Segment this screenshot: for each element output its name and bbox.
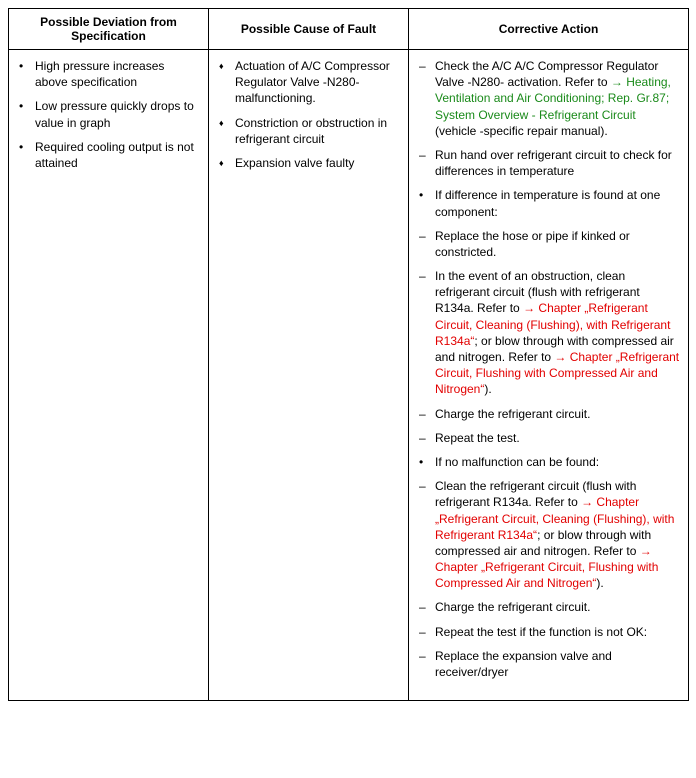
table-row: High pressure increases above specificat… [9, 50, 689, 701]
list-item: Replace the hose or pipe if kinked or co… [417, 228, 680, 260]
text-segment: If difference in temperature is found at… [435, 188, 660, 218]
list-item: Clean the refrigerant circuit (flush wit… [417, 478, 680, 591]
text-segment: (vehicle -specific repair manual). [435, 124, 608, 138]
list-item: Actuation of A/C Compressor Regulator Va… [217, 58, 400, 107]
cause-list: Actuation of A/C Compressor Regulator Va… [217, 58, 400, 171]
text-segment: Run hand over refrigerant circuit to che… [435, 148, 672, 178]
table-header-row: Possible Deviation from Specification Po… [9, 9, 689, 50]
list-item: Charge the refrigerant circuit. [417, 406, 680, 422]
text-segment: ). [596, 576, 603, 590]
text-segment: Repeat the test. [435, 431, 520, 445]
list-item: Check the A/C A/C Compressor Regulator V… [417, 58, 680, 139]
text-segment: Repeat the test if the function is not O… [435, 625, 647, 639]
list-item: Run hand over refrigerant circuit to che… [417, 147, 680, 179]
cell-action: Check the A/C A/C Compressor Regulator V… [409, 50, 689, 701]
col-header-action: Corrective Action [409, 9, 689, 50]
cell-cause: Actuation of A/C Compressor Regulator Va… [209, 50, 409, 701]
list-item: Constriction or obstruction in refrigera… [217, 115, 400, 147]
text-segment: ). [484, 382, 491, 396]
list-item: If no malfunction can be found: [417, 454, 680, 470]
list-item: Low pressure quickly drops to value in g… [17, 98, 200, 130]
list-item: Repeat the test. [417, 430, 680, 446]
troubleshooting-table: Possible Deviation from Specification Po… [8, 8, 689, 701]
list-item: If difference in temperature is found at… [417, 187, 680, 219]
list-item: Required cooling output is not attained [17, 139, 200, 171]
list-item: Repeat the test if the function is not O… [417, 624, 680, 640]
list-item: High pressure increases above specificat… [17, 58, 200, 90]
list-item: Replace the expansion valve and receiver… [417, 648, 680, 680]
text-segment: Replace the expansion valve and receiver… [435, 649, 612, 679]
list-item: Expansion valve faulty [217, 155, 400, 171]
text-segment: Charge the refrigerant circuit. [435, 600, 590, 614]
text-segment: Replace the hose or pipe if kinked or co… [435, 229, 630, 259]
col-header-cause: Possible Cause of Fault [209, 9, 409, 50]
list-item: Charge the refrigerant circuit. [417, 599, 680, 615]
cell-deviation: High pressure increases above specificat… [9, 50, 209, 701]
text-segment: If no malfunction can be found: [435, 455, 599, 469]
deviation-list: High pressure increases above specificat… [17, 58, 200, 171]
action-list: Check the A/C A/C Compressor Regulator V… [417, 58, 680, 680]
col-header-deviation: Possible Deviation from Specification [9, 9, 209, 50]
list-item: In the event of an obstruction, clean re… [417, 268, 680, 398]
text-segment: Charge the refrigerant circuit. [435, 407, 590, 421]
